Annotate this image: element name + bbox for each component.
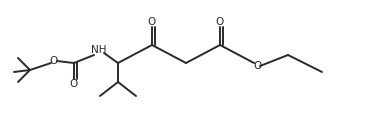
Text: O: O <box>253 61 261 71</box>
Text: O: O <box>50 56 58 66</box>
Text: O: O <box>148 17 156 27</box>
Text: NH: NH <box>91 45 107 55</box>
Text: O: O <box>70 79 78 89</box>
Text: O: O <box>216 17 224 27</box>
